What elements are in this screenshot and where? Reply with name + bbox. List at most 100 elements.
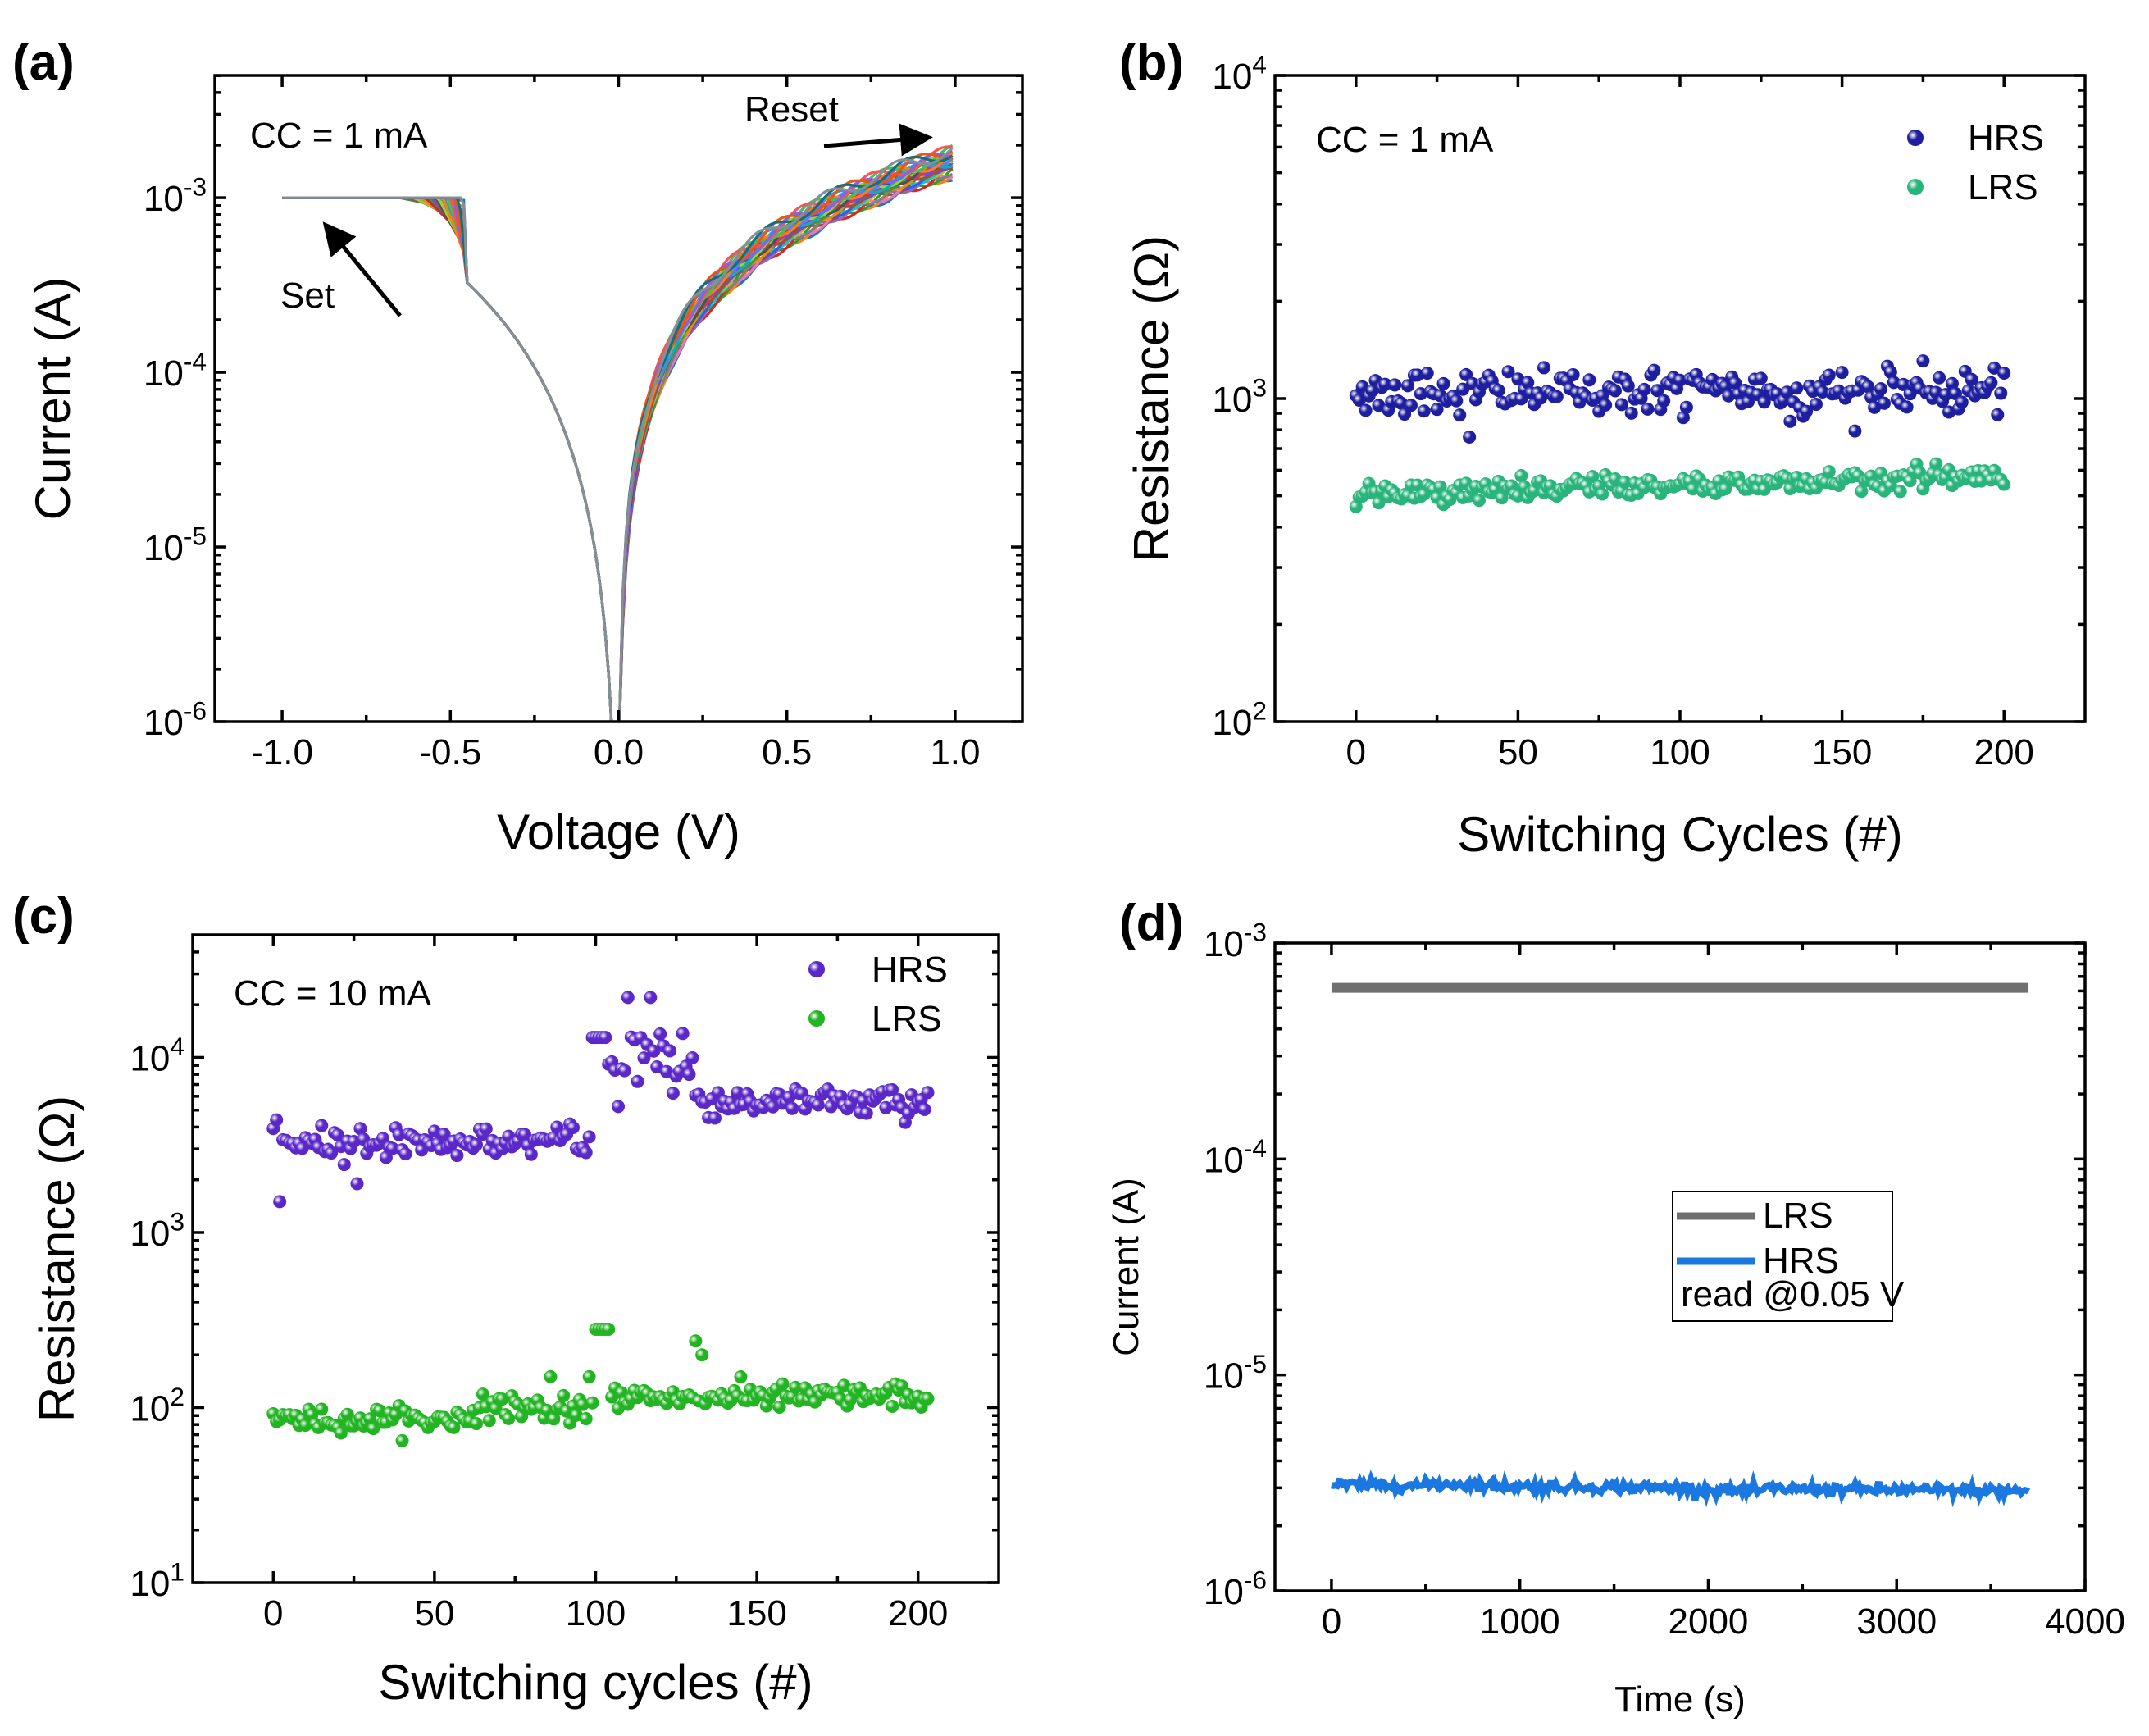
legend-label-lrs: LRS — [872, 999, 942, 1039]
legend-marker-hrs — [808, 961, 825, 977]
hrs-point — [1378, 377, 1392, 391]
x-tick-label: 100 — [566, 1593, 626, 1633]
lrs-point — [921, 1392, 935, 1406]
hrs-point — [682, 1068, 696, 1082]
y-tick-label: 102 — [130, 1382, 184, 1428]
lrs-point — [1997, 477, 2011, 491]
iv-sweep-line — [282, 163, 954, 722]
hrs-point — [1933, 371, 1946, 385]
tick-label-base: 10 — [130, 1564, 170, 1604]
tick-label-exponent: 1 — [170, 1557, 184, 1587]
hrs-point — [1521, 376, 1535, 390]
lrs-point — [1372, 496, 1386, 510]
x-tick-label: 3000 — [1856, 1602, 1937, 1642]
hrs-point — [1965, 372, 1978, 386]
hrs-point — [1783, 414, 1797, 428]
lrs-point — [1855, 485, 1869, 499]
lrs-point — [482, 1414, 496, 1428]
lrs-point — [582, 1369, 596, 1383]
hrs-point — [1679, 400, 1693, 414]
legend-marker-lrs — [1907, 179, 1924, 195]
hrs-point — [644, 991, 658, 1005]
hrs-point — [1757, 395, 1771, 409]
x-axis-title: Switching cycles (#) — [378, 1655, 813, 1710]
hrs-point — [398, 1147, 412, 1161]
lrs-point — [585, 1396, 599, 1410]
tick-label-exponent: -3 — [1244, 918, 1267, 947]
hrs-point — [385, 1141, 399, 1155]
legend-marker-lrs — [808, 1010, 825, 1027]
hrs-point — [1401, 379, 1415, 393]
hrs-point — [1994, 386, 2008, 400]
tick-label-base: 10 — [1212, 57, 1252, 97]
tick-label-exponent: -4 — [184, 347, 207, 376]
hrs-point — [811, 1098, 825, 1112]
lrs-point — [340, 1407, 354, 1421]
y-axis-title: Current (A) — [25, 277, 80, 521]
hrs-point — [325, 1146, 339, 1160]
x-axis-title: Voltage (V) — [497, 804, 740, 859]
hrs-point — [621, 991, 635, 1005]
hrs-point — [1835, 366, 1849, 380]
hrs-point — [1673, 373, 1687, 387]
lrs-point — [470, 1417, 484, 1431]
tick-label-exponent: -5 — [184, 522, 207, 551]
hrs-point — [1900, 400, 1914, 414]
hrs-point — [350, 1177, 364, 1191]
tick-label-exponent: 3 — [1252, 373, 1267, 403]
lrs-point — [476, 1387, 489, 1401]
hrs-point — [1608, 384, 1622, 398]
iv-sweep-line — [282, 164, 954, 722]
hrs-point — [517, 1128, 531, 1141]
hrs-point — [1650, 384, 1664, 398]
hrs-point — [685, 1051, 699, 1065]
iv-sweep-line — [282, 156, 954, 722]
legend-box — [1672, 1191, 1893, 1322]
y-tick-label: 104 — [130, 1032, 184, 1078]
iv-sweep-line — [282, 154, 953, 722]
iv-sweep-line — [282, 172, 954, 722]
lrs-point — [689, 1334, 703, 1348]
plot-frame — [1273, 941, 2087, 1592]
lrs-point — [789, 1380, 803, 1394]
hrs-point — [1395, 396, 1409, 410]
x-tick-label: 150 — [1812, 732, 1872, 772]
hrs-point — [1641, 402, 1655, 416]
hrs-point — [1815, 385, 1829, 399]
lrs-point — [886, 1400, 899, 1414]
tick-label-exponent: 3 — [170, 1206, 184, 1236]
hrs-point — [1459, 367, 1473, 381]
hrs-point — [353, 1122, 367, 1136]
hrs-point — [1359, 403, 1373, 417]
y-tick-label: 10-3 — [143, 172, 207, 219]
lrs-point — [544, 1369, 558, 1383]
legend-read-note: read @0.05 V — [1681, 1274, 1905, 1315]
hrs-point — [612, 1100, 626, 1114]
hrs-point — [921, 1086, 935, 1100]
hrs-point — [1987, 361, 2001, 375]
hrs-point — [1410, 368, 1424, 382]
hrs-point — [1501, 365, 1515, 379]
hrs-point — [1614, 398, 1628, 412]
x-tick-label: 1.0 — [930, 732, 980, 772]
hrs-line — [1330, 1469, 2031, 1508]
hrs-point — [1754, 371, 1768, 385]
hrs-point — [917, 1102, 931, 1116]
iv-sweep-line — [282, 165, 954, 722]
iv-sweep-line — [282, 167, 954, 722]
y-tick-label: 10-3 — [1204, 918, 1267, 964]
hrs-point — [886, 1083, 899, 1097]
iv-sweep-line — [282, 175, 954, 722]
iv-sweep-line — [282, 145, 953, 722]
panel-a: -1.0 -0.5 0.0 0.5 1.010-610-510-410-3Voltage… — [12, 34, 1024, 859]
hrs-point — [1991, 408, 2005, 421]
panel-label: (b) — [1119, 34, 1184, 91]
iv-sweep-line — [282, 171, 953, 722]
annotation-cc: CC = 10 mA — [234, 973, 432, 1014]
hrs-point — [1436, 376, 1450, 390]
lrs-point — [1511, 489, 1525, 503]
legend-label-hrs: HRS — [872, 950, 948, 990]
hrs-point — [1621, 379, 1635, 393]
hrs-point — [1491, 384, 1505, 398]
iv-sweep-line — [282, 152, 954, 722]
